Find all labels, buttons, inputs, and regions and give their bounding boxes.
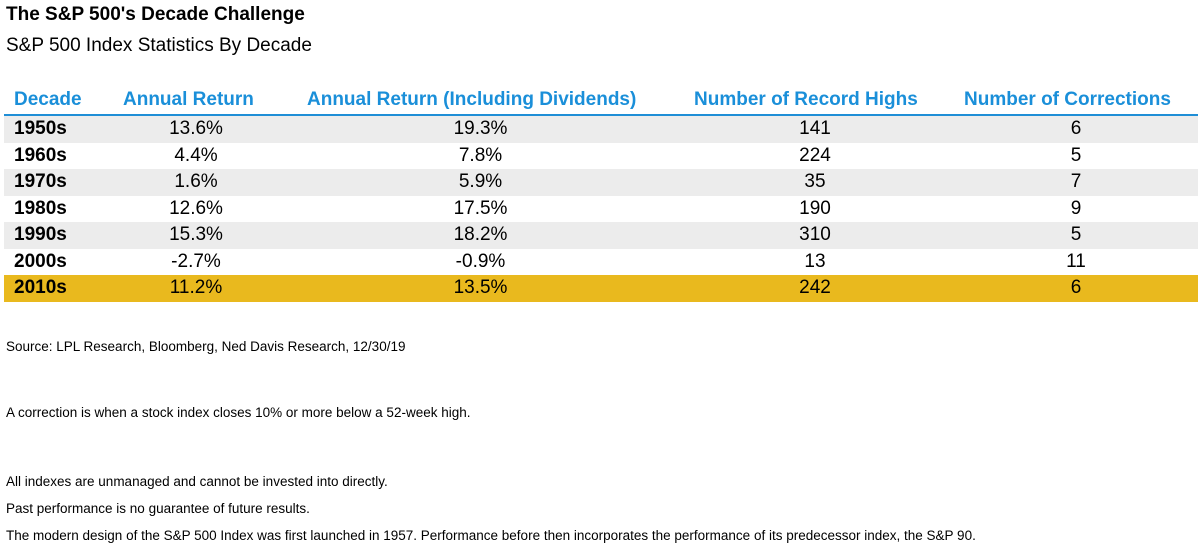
table-row: 2000s -2.7% -0.9% 13 11 (4, 249, 1198, 276)
disclaimer-index-history: The modern design of the S&P 500 Index w… (6, 528, 976, 543)
record-highs-cell: 224 (799, 144, 831, 166)
column-header-annual-return-dividends: Annual Return (Including Dividends) (307, 89, 637, 110)
corrections-cell: 5 (1070, 224, 1082, 245)
annual-return-dividends-cell: 5.9% (458, 171, 503, 192)
table-row: 1990s 15.3% 18.2% 310 5 (4, 222, 1198, 249)
table-row: 1980s 12.6% 17.5% 190 9 (4, 196, 1198, 223)
annual-return-dividends-cell: 19.3% (453, 118, 508, 139)
corrections-cell: 11 (1066, 250, 1086, 272)
annual-return-cell: -2.7% (171, 250, 221, 272)
table-row-highlighted: 2010s 11.2% 13.5% 242 6 (4, 275, 1198, 302)
corrections-cell: 5 (1070, 144, 1082, 166)
decade-cell: 1970s (14, 171, 67, 192)
annual-return-dividends-cell: 13.5% (453, 277, 508, 298)
record-highs-cell: 242 (799, 277, 831, 298)
annual-return-cell: 15.3% (169, 224, 223, 245)
annual-return-dividends-cell: -0.9% (455, 250, 506, 272)
record-highs-cell: 310 (799, 224, 831, 245)
record-highs-cell: 141 (799, 118, 831, 139)
chart-subtitle: S&P 500 Index Statistics By Decade (6, 35, 312, 56)
decade-cell: 1980s (14, 197, 67, 219)
table-row: 1950s 13.6% 19.3% 141 6 (4, 116, 1198, 143)
corrections-cell: 6 (1070, 118, 1082, 139)
source-note: Source: LPL Research, Bloomberg, Ned Dav… (6, 339, 406, 354)
annual-return-dividends-cell: 17.5% (453, 197, 508, 219)
annual-return-dividends-cell: 7.8% (458, 144, 503, 166)
decade-cell: 2010s (14, 277, 67, 298)
annual-return-cell: 11.2% (169, 277, 223, 298)
annual-return-cell: 13.6% (169, 118, 223, 139)
corrections-cell: 6 (1070, 277, 1082, 298)
annual-return-dividends-cell: 18.2% (453, 224, 508, 245)
table-header-row: Decade Annual Return Annual Return (Incl… (4, 86, 1198, 116)
corrections-cell: 7 (1070, 171, 1082, 192)
disclaimer-past-performance: Past performance is no guarantee of futu… (6, 501, 310, 516)
annual-return-cell: 1.6% (174, 171, 218, 192)
decade-cell: 1960s (14, 144, 67, 166)
record-highs-cell: 190 (799, 197, 831, 219)
correction-definition-note: A correction is when a stock index close… (6, 405, 471, 420)
record-highs-cell: 35 (804, 171, 826, 192)
decade-cell: 2000s (14, 250, 67, 272)
column-header-corrections: Number of Corrections (964, 89, 1171, 110)
table-row: 1960s 4.4% 7.8% 224 5 (4, 143, 1198, 170)
record-highs-cell: 13 (804, 250, 826, 272)
column-header-record-highs: Number of Record Highs (694, 89, 918, 110)
decade-cell: 1990s (14, 224, 67, 245)
corrections-cell: 9 (1070, 197, 1082, 219)
decade-statistics-table: Decade Annual Return Annual Return (Incl… (4, 86, 1198, 302)
decade-cell: 1950s (14, 118, 67, 139)
column-header-annual-return: Annual Return (123, 89, 254, 110)
table-row: 1970s 1.6% 5.9% 35 7 (4, 169, 1198, 196)
column-header-decade: Decade (14, 89, 82, 110)
annual-return-cell: 12.6% (169, 197, 223, 219)
disclaimer-unmanaged: All indexes are unmanaged and cannot be … (6, 474, 388, 489)
chart-title: The S&P 500's Decade Challenge (6, 4, 305, 25)
annual-return-cell: 4.4% (174, 144, 218, 166)
